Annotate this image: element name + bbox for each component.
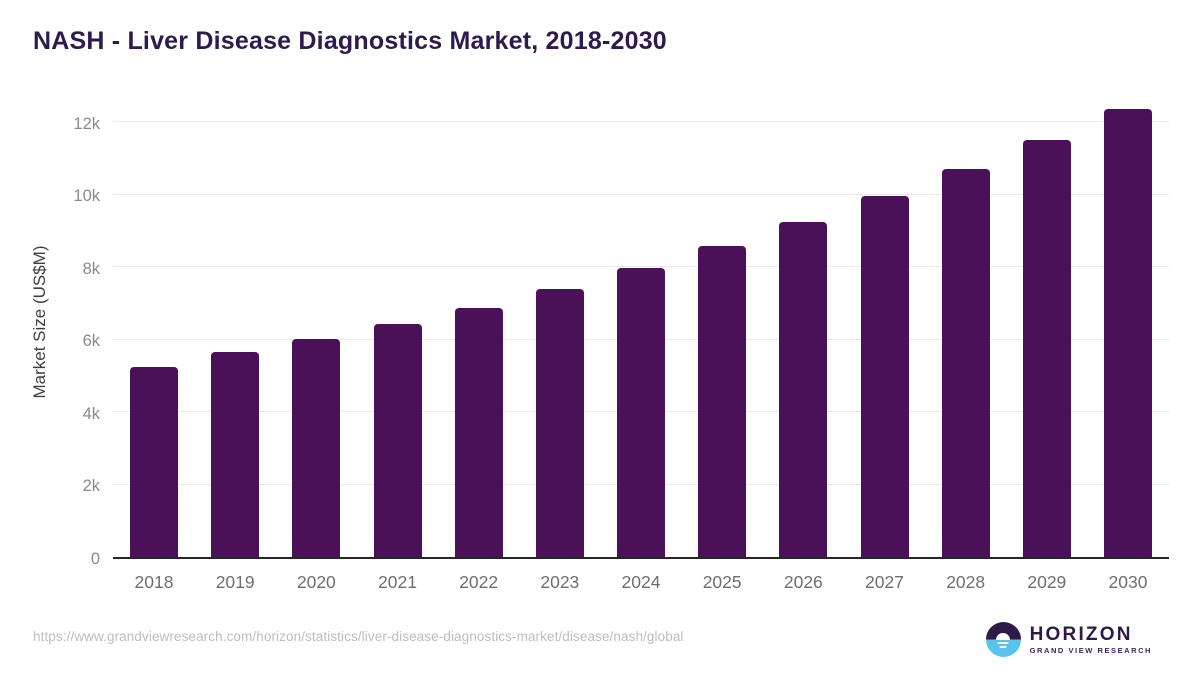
y-tick-label-0: 0 [90,550,100,568]
bar-2030 [1104,109,1152,557]
logo-name: HORIZON [1029,623,1133,645]
logo-subtitle: GRAND VIEW RESEARCH [1029,645,1152,655]
bar-2020 [292,339,341,557]
logo-text: HORIZON GRAND VIEW RESEARCH [1029,623,1152,655]
x-tick-label-2019: 2019 [215,572,255,592]
y-tick-label-12k: 12k [73,114,100,133]
x-tick-label-2030: 2030 [1108,572,1148,592]
x-tick-label-2027: 2027 [865,572,904,592]
x-tick-label-2023: 2023 [540,572,580,592]
bar-2024 [617,268,665,557]
x-tick-label-2029: 2029 [1027,572,1067,592]
x-tick-label-2018: 2018 [134,572,174,592]
bar-2026 [779,222,828,557]
bar-2023 [535,288,584,557]
sun-icon [996,632,1011,640]
bar-2019 [211,352,260,557]
x-tick-label-2021: 2021 [378,572,417,592]
sun-reflection-line [999,645,1007,648]
y-tick-label-6k: 6k [82,332,100,351]
bar-2025 [698,246,747,557]
bar-2028 [941,168,990,557]
gridline-12k [113,121,1169,123]
x-tick-label-2026: 2026 [783,572,823,592]
y-tick-label-8k: 8k [82,259,100,278]
sun-reflection-line [997,641,1009,644]
plot-area [113,100,1169,559]
bar-2022 [454,307,503,557]
horizon-logo-icon [985,622,1021,657]
gridline-10k [113,193,1169,195]
y-tick-label-2k: 2k [82,477,100,496]
source-url: https://www.grandviewresearch.com/horizo… [33,629,684,644]
chart-title: NASH - Liver Disease Diagnostics Market,… [33,27,667,55]
y-axis-title: Market Size (US$M) [30,245,49,399]
bar-2021 [373,324,422,557]
x-tick-label-2022: 2022 [459,572,499,592]
x-tick-label-2028: 2028 [946,572,986,592]
bar-2029 [1022,139,1071,557]
bar-2027 [860,196,909,557]
y-tick-label-4k: 4k [82,404,100,423]
x-tick-label-2025: 2025 [702,572,742,592]
bar-2018 [130,367,178,557]
x-tick-label-2020: 2020 [296,572,336,592]
x-tick-label-2024: 2024 [621,572,661,592]
horizon-logo: HORIZON GRAND VIEW RESEARCH [985,622,1152,657]
gridline-8k [113,266,1169,268]
y-tick-label-10k: 10k [73,187,100,206]
